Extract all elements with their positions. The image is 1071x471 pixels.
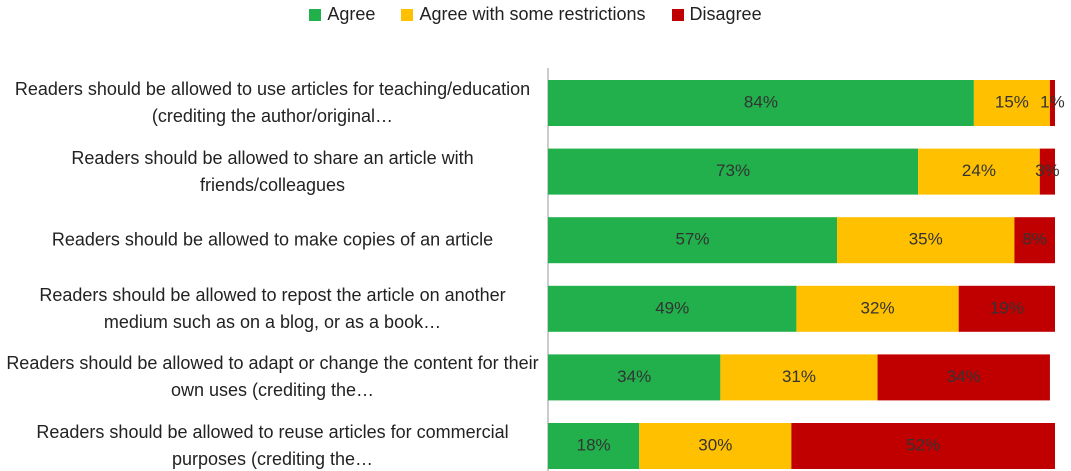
value-label: 34% <box>617 367 651 386</box>
legend-label: Agree <box>327 4 376 24</box>
bar-segment <box>639 423 792 469</box>
bar-segment <box>1014 217 1055 264</box>
bar-segment <box>958 285 1055 332</box>
category-label: Readers should be allowed to adapt or ch… <box>6 353 539 401</box>
category-label: Readers should be allowed to repost the … <box>39 284 506 332</box>
bar-segment <box>548 148 919 195</box>
bar-segment <box>973 80 1050 126</box>
value-label: 57% <box>675 230 709 249</box>
bar-segment <box>548 354 721 401</box>
value-label: 32% <box>861 298 895 317</box>
bar-segment <box>796 285 959 332</box>
value-label: 24% <box>962 161 996 180</box>
legend-swatch <box>309 8 322 21</box>
bar-segment <box>720 354 878 401</box>
legend-label: Agree with some restrictions <box>419 4 646 24</box>
bar-segment <box>548 423 640 469</box>
bar-segment <box>836 217 1015 264</box>
value-label: 35% <box>909 230 943 249</box>
value-label: 31% <box>782 367 816 386</box>
value-label: 18% <box>577 435 611 454</box>
legend-item: Agree with some restrictions <box>401 4 646 25</box>
value-label: 49% <box>655 298 689 317</box>
value-label: 84% <box>744 92 778 111</box>
bar-segment <box>877 354 1050 401</box>
category-label: Readers should be allowed to share an ar… <box>71 147 474 195</box>
value-label: 30% <box>698 435 732 454</box>
bar-segment <box>918 148 1040 195</box>
value-label: 8% <box>1022 230 1047 249</box>
legend-item: Agree <box>309 4 375 25</box>
bar-segment <box>1049 80 1055 126</box>
value-label: 34% <box>947 367 981 386</box>
legend-swatch <box>401 8 414 21</box>
value-label: 73% <box>716 161 750 180</box>
legend-swatch <box>671 8 684 21</box>
bar-segment <box>548 285 797 332</box>
value-label: 1% <box>1040 92 1065 111</box>
bar-segment <box>548 217 837 264</box>
legend-item: Disagree <box>671 4 762 25</box>
value-label: 3% <box>1035 161 1060 180</box>
value-label: 52% <box>906 435 940 454</box>
value-label: 15% <box>995 92 1029 111</box>
value-label: 19% <box>990 298 1024 317</box>
legend-label: Disagree <box>689 4 762 24</box>
category-label: Readers should be allowed to reuse artic… <box>36 422 509 469</box>
category-label: Readers should be allowed to use article… <box>14 79 531 126</box>
bar-segment <box>791 423 1055 469</box>
bar-segment <box>548 80 974 126</box>
category-label: Readers should be allowed to make copies… <box>51 229 494 250</box>
legend: Agree Agree with some restrictions Disagre… <box>0 4 1071 25</box>
bar-segment <box>1039 148 1055 195</box>
